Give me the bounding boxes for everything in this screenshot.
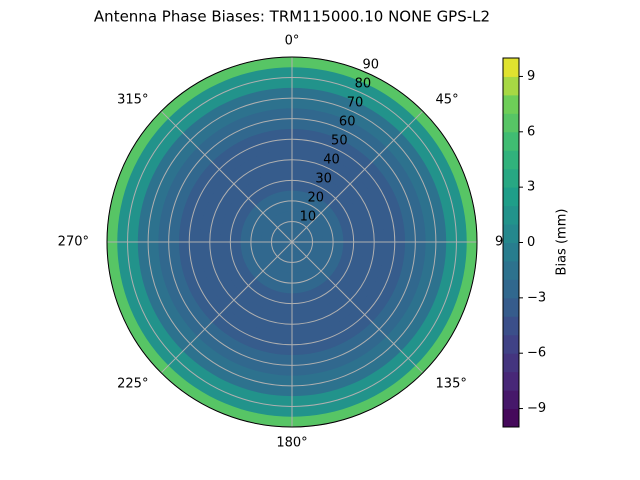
- colorbar-tick-label: 0: [527, 235, 535, 250]
- colorbar-tick-label: 3: [527, 180, 535, 195]
- chart-title: Antenna Phase Biases: TRM115000.10 NONE …: [94, 8, 490, 26]
- colorbar-tick-label: −6: [527, 346, 546, 361]
- colorbar-label: Bias (mm): [555, 209, 570, 276]
- r-tick-label: 50: [331, 134, 348, 149]
- colorbar-tick-label: −9: [527, 401, 546, 416]
- theta-tick-label: 45°: [436, 92, 459, 107]
- colorbar-band: [503, 279, 519, 299]
- colorbar-band: [503, 205, 519, 225]
- colorbar-band: [503, 224, 519, 243]
- colorbar-band: [503, 131, 519, 151]
- colorbar-tick-label: 9: [527, 69, 535, 84]
- colorbar-band: [503, 242, 519, 262]
- r-tick-label: 70: [347, 96, 364, 111]
- theta-tick-label: 135°: [436, 377, 467, 392]
- r-tick-label: 20: [307, 191, 324, 206]
- theta-grid-line: [291, 110, 424, 243]
- colorbar-band: [503, 113, 519, 133]
- colorbar-tick-label: 6: [527, 124, 535, 139]
- r-tick-label: 30: [315, 172, 332, 187]
- colorbar-band: [503, 353, 519, 373]
- theta-tick-label: 0°: [285, 34, 300, 49]
- colorbar-band: [503, 334, 519, 354]
- r-tick-label: 80: [355, 77, 372, 92]
- theta-grid-line: [160, 110, 293, 243]
- colorbar-band: [503, 76, 519, 96]
- colorbar-band: [503, 187, 519, 207]
- colorbar-band: [503, 371, 519, 391]
- colorbar-band: [503, 150, 519, 170]
- theta-grid-line: [291, 241, 424, 374]
- colorbar-band: [503, 94, 519, 114]
- theta-tick-label: 315°: [117, 92, 148, 107]
- colorbar-band: [503, 260, 519, 280]
- r-tick-label: 60: [339, 115, 356, 130]
- colorbar-band: [503, 390, 519, 410]
- polar-frame: [106, 56, 478, 428]
- colorbar-band: [503, 408, 519, 428]
- colorbar-tick-label: −3: [527, 290, 546, 305]
- theta-tick-label: 270°: [58, 235, 89, 250]
- theta-grid-line: [160, 241, 293, 374]
- colorbar-band: [503, 168, 519, 188]
- colorbar-band: [503, 58, 519, 77]
- theta-tick-label: 225°: [117, 377, 148, 392]
- r-tick-label: 40: [323, 153, 340, 168]
- colorbar-band: [503, 297, 519, 317]
- theta-tick-label: 180°: [276, 436, 307, 451]
- colorbar-band: [503, 316, 519, 336]
- r-tick-label: 10: [300, 210, 317, 225]
- r-tick-label: 90: [363, 58, 380, 73]
